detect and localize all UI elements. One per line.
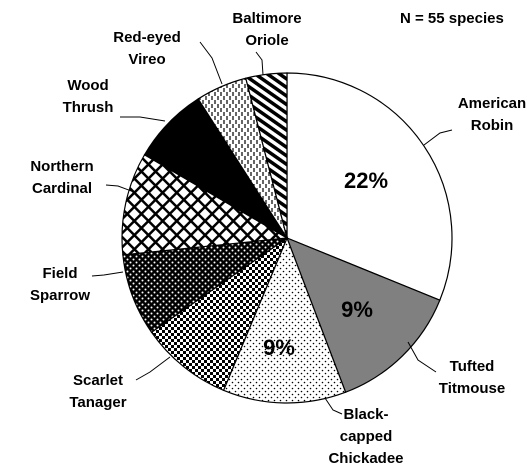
leader-line	[105, 184, 135, 193]
pie-slice	[245, 72, 288, 239]
leader-line	[423, 129, 453, 146]
slice-label: Scarlet Tanager	[69, 372, 127, 411]
leader-line	[324, 397, 343, 415]
leader-lines	[91, 41, 453, 415]
sample-size-note: N = 55 species	[400, 10, 504, 27]
slice-label: Red-eyed Vireo	[113, 29, 181, 68]
leader-line	[255, 51, 264, 76]
slice-label: Black-capped Chickadee	[328, 406, 404, 467]
pie-slice	[121, 153, 289, 256]
slice-label: Northern Cardinal	[30, 158, 94, 197]
pie-slice	[150, 236, 289, 392]
slice-label: American Robin	[457, 95, 527, 134]
slice-label: Wood Thrush	[62, 77, 114, 116]
slice-label: Field Sparrow	[29, 265, 90, 304]
pie-slice	[286, 72, 453, 302]
leader-line	[407, 341, 437, 373]
percent-annotation: 9%	[263, 335, 295, 360]
leader-line	[199, 41, 223, 85]
pie-slice	[285, 236, 441, 394]
pie-slice	[222, 236, 347, 404]
slice-label: Tufted Titmouse	[438, 358, 506, 397]
slices	[121, 72, 453, 404]
percent-annotation: 9%	[341, 297, 373, 322]
slice-label: Baltimore Oriole	[232, 10, 302, 49]
percent-annotation: 22%	[343, 168, 389, 193]
leader-line	[135, 356, 171, 381]
leader-line	[91, 271, 124, 277]
leader-line	[120, 116, 166, 122]
